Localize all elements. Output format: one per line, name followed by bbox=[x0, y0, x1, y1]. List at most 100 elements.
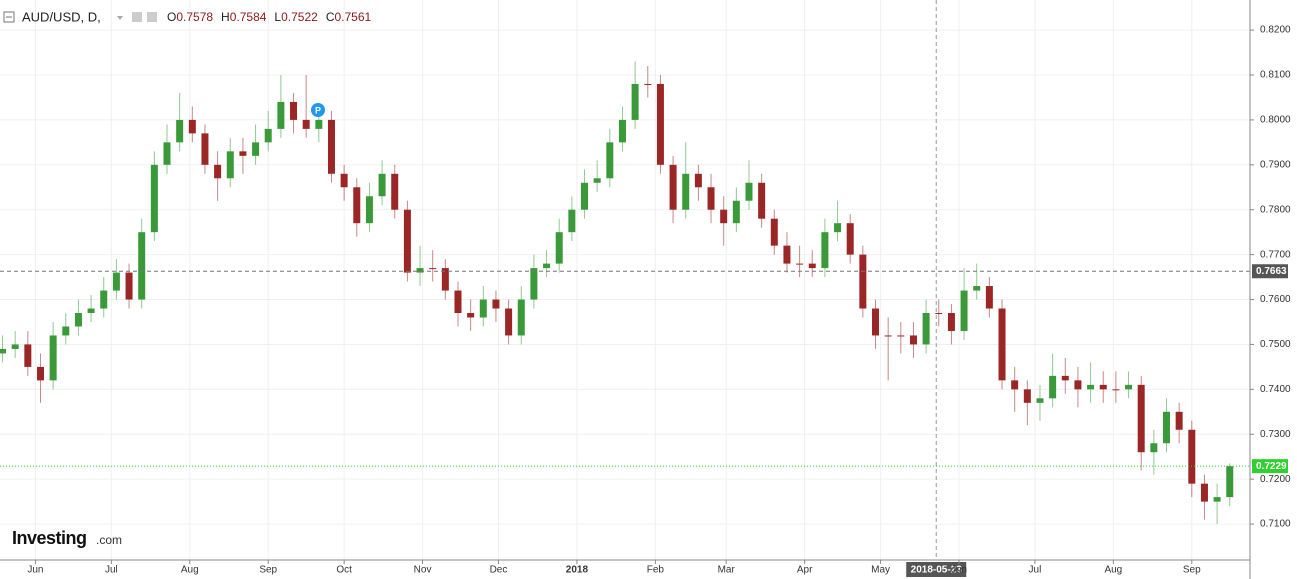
candle-body bbox=[606, 142, 614, 179]
candle-body bbox=[846, 223, 854, 255]
candle-body bbox=[922, 313, 930, 345]
candle-body bbox=[403, 209, 411, 273]
candle-body bbox=[24, 344, 32, 367]
candle-body bbox=[1137, 384, 1145, 453]
candle-body bbox=[74, 313, 82, 327]
dropdown-icon[interactable] bbox=[117, 16, 123, 20]
candle-body bbox=[947, 313, 955, 331]
crosshair-date-box bbox=[906, 562, 967, 577]
x-tick-label: Dec bbox=[490, 565, 508, 576]
y-tick-label: 0.7500 bbox=[1260, 339, 1291, 350]
candle-body bbox=[150, 164, 158, 233]
candle-body bbox=[707, 187, 715, 210]
candle-body bbox=[492, 299, 500, 309]
candle-body bbox=[1036, 398, 1044, 403]
candle-body bbox=[593, 178, 601, 183]
candle-body bbox=[783, 245, 791, 264]
x-tick-label: Feb bbox=[647, 565, 665, 576]
candle-body bbox=[429, 268, 437, 270]
candle-body bbox=[985, 286, 993, 309]
x-tick-label: 2018 bbox=[566, 565, 589, 576]
x-tick-label: May bbox=[871, 565, 890, 576]
marker-p[interactable] bbox=[311, 103, 325, 117]
candle-body bbox=[264, 128, 272, 143]
y-tick-label: 0.7600 bbox=[1260, 294, 1291, 305]
candle-body bbox=[897, 335, 905, 337]
candle-body bbox=[859, 254, 867, 309]
candle-body bbox=[479, 299, 487, 318]
ohlc-key: O bbox=[167, 10, 176, 24]
ohlc-key: C bbox=[326, 10, 335, 24]
x-tick-label: Jul bbox=[1029, 565, 1042, 576]
candle-body bbox=[973, 286, 981, 291]
x-tick-label: Aug bbox=[181, 565, 199, 576]
x-tick-label: Apr bbox=[797, 565, 813, 576]
candle-body bbox=[1074, 380, 1082, 390]
candle-body bbox=[1087, 384, 1095, 390]
x-tick-label: Jun bbox=[951, 565, 967, 576]
candle-body bbox=[1011, 380, 1019, 390]
candle-body bbox=[49, 335, 57, 381]
candle-body bbox=[530, 268, 538, 300]
candle-body bbox=[125, 272, 133, 300]
candle-body bbox=[378, 173, 386, 197]
candle-body bbox=[302, 119, 310, 129]
candle-body bbox=[327, 119, 335, 174]
candle-body bbox=[176, 119, 184, 143]
candle-body bbox=[543, 263, 551, 269]
candle-body bbox=[1099, 384, 1107, 390]
candle-body bbox=[239, 151, 247, 156]
candle-body bbox=[340, 173, 348, 188]
close-icon[interactable] bbox=[147, 12, 157, 22]
y-tick-label: 0.7700 bbox=[1260, 249, 1291, 260]
logo-brand: Investing bbox=[12, 528, 87, 548]
last-price-box bbox=[1252, 459, 1288, 474]
x-tick-label: Mar bbox=[718, 565, 736, 576]
candle-body bbox=[644, 83, 652, 85]
candle-body bbox=[1175, 411, 1183, 430]
candle-body bbox=[1200, 483, 1208, 502]
symbol-title: AUD/USD, D, bbox=[22, 9, 101, 24]
candle-body bbox=[505, 308, 513, 336]
crosshair-date-label: 2018-05-23 bbox=[911, 565, 963, 576]
marker-p-text: P bbox=[315, 105, 321, 115]
y-tick-label: 0.7100 bbox=[1260, 519, 1291, 530]
candle-body bbox=[1049, 375, 1057, 399]
candle-body bbox=[669, 164, 677, 210]
candle-body bbox=[138, 232, 146, 300]
candle-body bbox=[770, 218, 778, 246]
candle-body bbox=[694, 173, 702, 188]
candle-body bbox=[11, 344, 19, 349]
candle-body bbox=[62, 326, 70, 336]
candle-body bbox=[416, 268, 424, 273]
candle-body bbox=[1023, 389, 1031, 403]
candle-body bbox=[1188, 429, 1196, 484]
candle-body bbox=[732, 200, 740, 224]
candle-body bbox=[36, 366, 44, 381]
candle-body bbox=[682, 173, 690, 210]
ohlc-value: 0.7561 bbox=[334, 10, 371, 24]
y-tick-label: 0.8000 bbox=[1260, 115, 1291, 126]
candle-body bbox=[226, 151, 234, 179]
ohlc-key: H bbox=[221, 10, 230, 24]
y-tick-label: 0.8100 bbox=[1260, 70, 1291, 81]
candle-body bbox=[745, 182, 753, 201]
candle-body bbox=[0, 348, 7, 354]
candle-body bbox=[1150, 443, 1158, 453]
candle-body bbox=[656, 83, 664, 165]
candle-body bbox=[214, 164, 222, 179]
candle-body bbox=[517, 299, 525, 336]
candle-body bbox=[391, 173, 399, 210]
candle-body bbox=[353, 187, 361, 224]
candle-body bbox=[960, 290, 968, 331]
candle-body bbox=[1125, 384, 1133, 390]
candle-body bbox=[112, 272, 120, 291]
settings-icon[interactable] bbox=[132, 12, 142, 22]
candle-body bbox=[821, 232, 829, 269]
candle-body bbox=[252, 142, 260, 156]
candle-body bbox=[555, 232, 563, 264]
candle-body bbox=[1112, 389, 1120, 391]
y-tick-label: 0.7800 bbox=[1260, 204, 1291, 215]
candle-body bbox=[631, 83, 639, 120]
